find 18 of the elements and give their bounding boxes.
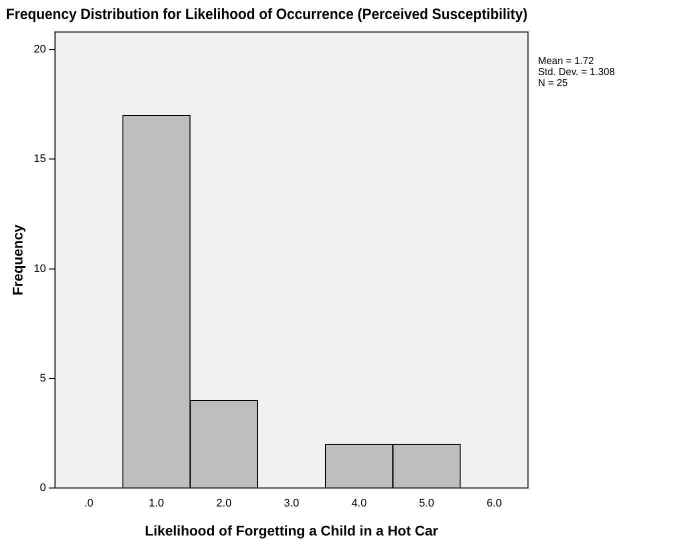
text: N = 25 bbox=[538, 78, 569, 89]
x-tick-label: 2.0 bbox=[216, 498, 232, 510]
chart-title: Frequency Distribution for Likelihood of Occurrence (Perceived Susceptibility) bbox=[6, 6, 528, 24]
y-tick-label: 10 bbox=[34, 262, 46, 275]
x-tick-label: .0 bbox=[84, 498, 94, 510]
x-tick-label: 3.0 bbox=[284, 498, 300, 510]
x-tick-label: 1.0 bbox=[148, 498, 164, 510]
x-axis-title: Likelihood of Forgetting a Child in a Hot Car bbox=[144, 522, 439, 538]
y-tick-label: 20 bbox=[34, 44, 46, 56]
x-tick-label: 5.0 bbox=[419, 498, 434, 510]
text: Mean = 1.72 bbox=[538, 56, 595, 67]
text: Std. Dev. = 1.308 bbox=[538, 67, 615, 78]
x-tick-label: 4.0 bbox=[351, 498, 367, 510]
y-axis-title: Frequency bbox=[9, 224, 26, 296]
y-tick-label: 15 bbox=[34, 153, 46, 166]
y-tick-label: 5 bbox=[40, 372, 46, 384]
y-tick-label: 0 bbox=[40, 482, 46, 494]
x-tick-label: 6.0 bbox=[486, 498, 502, 510]
